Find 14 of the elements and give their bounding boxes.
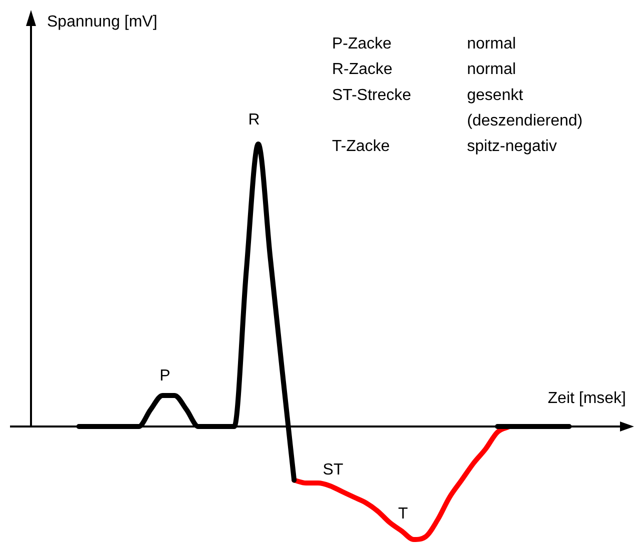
annotation: P xyxy=(160,367,170,384)
text: normal xyxy=(467,35,516,52)
text: R-Zacke xyxy=(332,61,393,78)
annotation: ST xyxy=(322,461,344,478)
text: gesenkt (deszendierend) xyxy=(467,86,583,130)
annotation: spitz-negativ xyxy=(467,138,557,156)
text: R xyxy=(248,111,260,128)
text: P-Zacke xyxy=(332,35,392,52)
text: normal xyxy=(467,61,516,78)
annotation: T xyxy=(398,505,408,522)
x-axis-title: Zeit [msek] xyxy=(548,390,626,407)
text: ST-Strecke xyxy=(332,86,412,104)
annotation: T-Zacke xyxy=(332,138,390,156)
text: Spannung [mV] xyxy=(47,13,158,30)
